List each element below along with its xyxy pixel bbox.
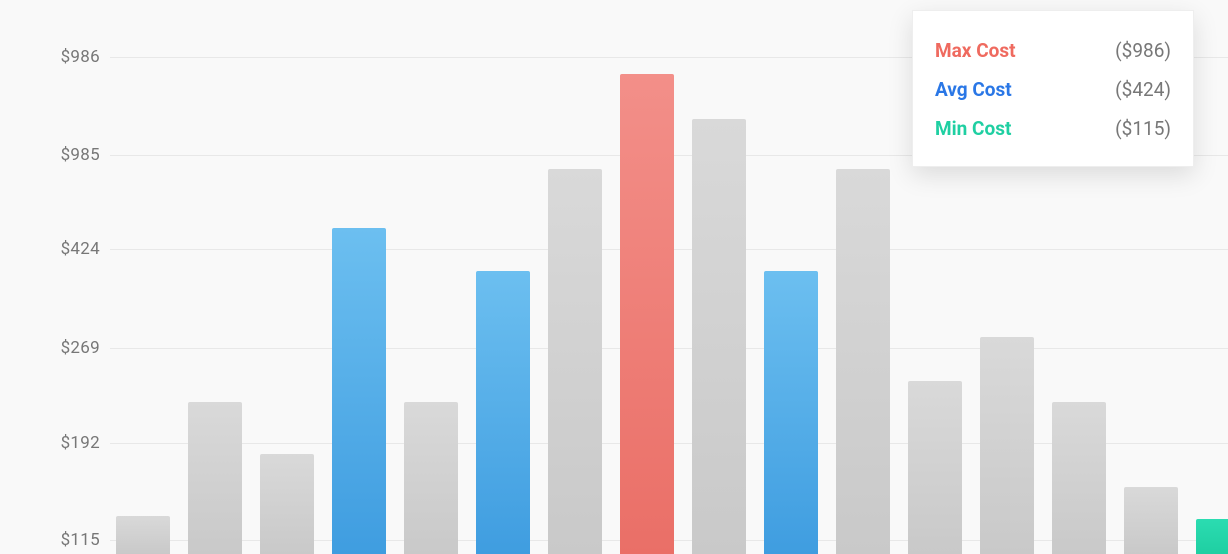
legend-row-min: Min Cost ($115) bbox=[935, 109, 1171, 148]
legend-avg-value: ($424) bbox=[1115, 78, 1171, 101]
chart-bar bbox=[188, 402, 242, 554]
y-tick-label: $985 bbox=[0, 145, 100, 165]
chart-bar bbox=[476, 271, 530, 554]
y-tick-label: $986 bbox=[0, 47, 100, 67]
chart-bar bbox=[332, 228, 386, 554]
chart-bar bbox=[548, 169, 602, 554]
legend-max-value: ($986) bbox=[1115, 39, 1171, 62]
y-tick-label: $424 bbox=[0, 239, 100, 259]
chart-bar bbox=[620, 74, 674, 554]
legend-min-label: Min Cost bbox=[935, 117, 1011, 140]
chart-bar bbox=[836, 169, 890, 554]
y-tick-label: $269 bbox=[0, 338, 100, 358]
chart-bar bbox=[980, 337, 1034, 554]
y-tick-label: $115 bbox=[0, 530, 100, 550]
cost-legend: Max Cost ($986) Avg Cost ($424) Min Cost… bbox=[912, 10, 1194, 167]
chart-bar bbox=[908, 381, 962, 554]
legend-row-avg: Avg Cost ($424) bbox=[935, 70, 1171, 109]
chart-bar bbox=[1196, 519, 1228, 554]
chart-bar bbox=[764, 271, 818, 554]
y-tick-label: $192 bbox=[0, 433, 100, 453]
chart-y-axis: $986 $985 $424 $269 $192 $115 bbox=[0, 0, 110, 554]
chart-bar bbox=[404, 402, 458, 554]
chart-bar bbox=[1052, 402, 1106, 554]
chart-bar bbox=[116, 516, 170, 554]
chart-bar bbox=[260, 454, 314, 554]
cost-bar-chart: $986 $985 $424 $269 $192 $115 Max Cost ($986)… bbox=[0, 0, 1228, 554]
legend-row-max: Max Cost ($986) bbox=[935, 31, 1171, 70]
legend-min-value: ($115) bbox=[1115, 117, 1171, 140]
chart-bar bbox=[692, 119, 746, 554]
chart-bar bbox=[1124, 487, 1178, 554]
legend-avg-label: Avg Cost bbox=[935, 78, 1012, 101]
legend-max-label: Max Cost bbox=[935, 39, 1016, 62]
